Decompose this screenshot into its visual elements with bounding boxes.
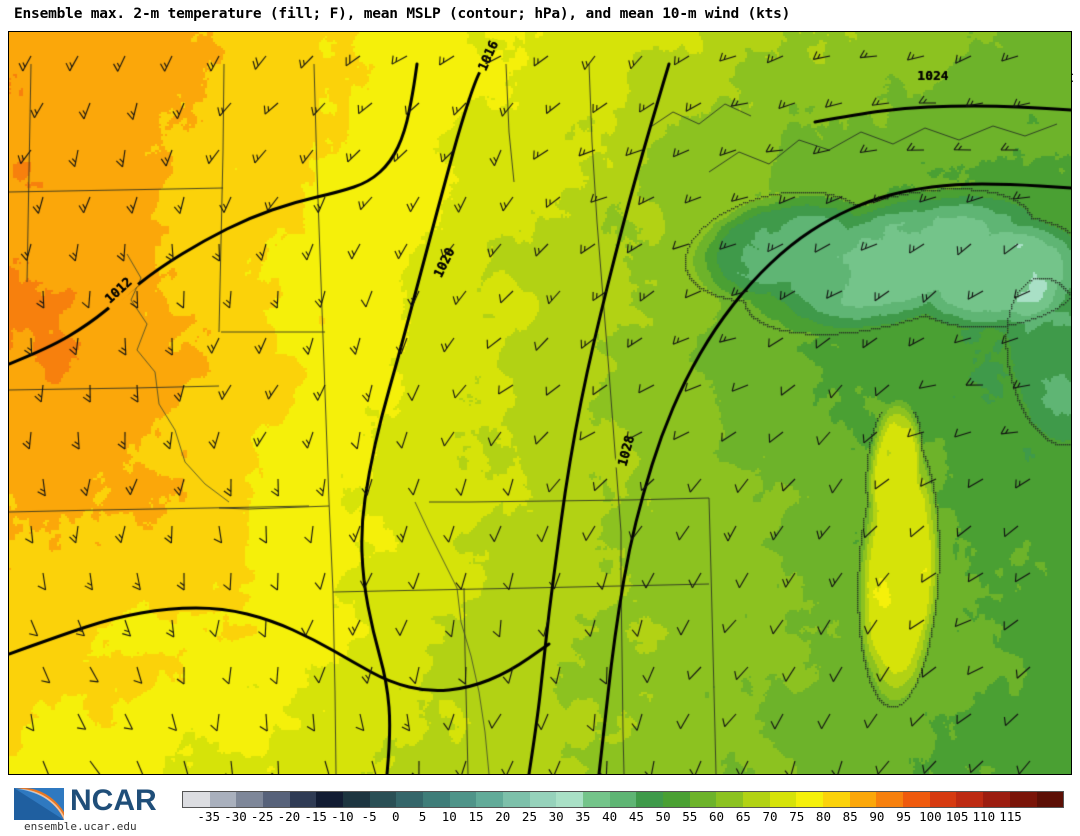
colorbar-swatch bbox=[823, 792, 850, 807]
colorbar-swatch bbox=[929, 792, 957, 807]
colorbar-swatch bbox=[876, 792, 904, 807]
colorbar-swatch bbox=[423, 792, 450, 807]
colorbar-tick: 5 bbox=[418, 809, 427, 824]
colorbar: -35 -30 -25 -20 -15 -10 -5 0 5 10 15 20 25 30 35 40 45 50… bbox=[182, 791, 1064, 831]
colorbar-tick: 20 bbox=[495, 809, 511, 824]
colorbar-tick: 80 bbox=[815, 809, 831, 824]
colorbar-swatch bbox=[503, 792, 530, 807]
colorbar-tick: 50 bbox=[655, 809, 671, 824]
colorbar-tick: 45 bbox=[628, 809, 644, 824]
colorbar-swatch bbox=[396, 792, 424, 807]
colorbar-swatch bbox=[183, 792, 210, 807]
colorbar-swatch bbox=[636, 792, 664, 807]
colorbar-tick: 85 bbox=[842, 809, 858, 824]
colorbar-tick-labels: -35 -30 -25 -20 -15 -10 -5 0 5 10 15 20 25 30 35 40 45 50… bbox=[182, 809, 1064, 829]
colorbar-tick: 60 bbox=[709, 809, 725, 824]
colorbar-swatch bbox=[369, 792, 397, 807]
ncar-logo: NCAR ensemble.ucar.edu bbox=[8, 782, 168, 833]
colorbar-swatch bbox=[343, 792, 370, 807]
colorbar-tick: 25 bbox=[521, 809, 537, 824]
colorbar-swatch bbox=[796, 792, 824, 807]
colorbar-tick: 15 bbox=[468, 809, 484, 824]
colorbar-swatch bbox=[769, 792, 797, 807]
colorbar-tick: -20 bbox=[277, 809, 301, 824]
colorbar-tick: 95 bbox=[896, 809, 912, 824]
colorbar-swatch bbox=[663, 792, 690, 807]
colorbar-tick: 115 bbox=[999, 809, 1022, 824]
colorbar-tick: 55 bbox=[682, 809, 698, 824]
colorbar-swatch bbox=[743, 792, 770, 807]
colorbar-tick: -10 bbox=[331, 809, 354, 824]
colorbar-swatch bbox=[556, 792, 584, 807]
colorbar-tick: -15 bbox=[304, 809, 327, 824]
colorbar-swatch bbox=[956, 792, 984, 807]
colorbar-swatch bbox=[983, 792, 1010, 807]
colorbar-tick: 40 bbox=[602, 809, 618, 824]
map-canvas[interactable] bbox=[9, 32, 1071, 774]
colorbar-swatch bbox=[529, 792, 557, 807]
colorbar-tick: 70 bbox=[762, 809, 778, 824]
colorbar-swatch bbox=[316, 792, 344, 807]
colorbar-tick: 35 bbox=[575, 809, 591, 824]
colorbar-swatch bbox=[449, 792, 477, 807]
colorbar-tick: 110 bbox=[972, 809, 996, 824]
colorbar-tick: 0 bbox=[392, 809, 400, 824]
map-panel[interactable] bbox=[8, 31, 1072, 775]
footer-bar: NCAR ensemble.ucar.edu -35 -30 -25 -20 -15 -1… bbox=[0, 778, 1080, 834]
colorbar-tick: 100 bbox=[919, 809, 942, 824]
colorbar-tick: -5 bbox=[361, 809, 377, 824]
colorbar-swatch bbox=[1036, 792, 1064, 807]
colorbar-swatch bbox=[263, 792, 290, 807]
colorbar-swatch bbox=[289, 792, 317, 807]
colorbar-swatch bbox=[689, 792, 717, 807]
colorbar-swatches bbox=[182, 791, 1064, 808]
ncar-logo-mark-icon bbox=[14, 788, 64, 820]
colorbar-swatch bbox=[849, 792, 877, 807]
colorbar-tick: 105 bbox=[945, 809, 969, 824]
colorbar-tick: -30 bbox=[224, 809, 247, 824]
colorbar-tick: 75 bbox=[789, 809, 805, 824]
colorbar-tick: 90 bbox=[869, 809, 885, 824]
colorbar-swatch bbox=[1009, 792, 1037, 807]
colorbar-swatch bbox=[209, 792, 237, 807]
ncar-url-label: ensemble.ucar.edu bbox=[24, 820, 137, 833]
colorbar-swatch bbox=[716, 792, 744, 807]
colorbar-tick: -35 bbox=[197, 809, 221, 824]
colorbar-tick: 65 bbox=[735, 809, 751, 824]
colorbar-swatch bbox=[609, 792, 637, 807]
colorbar-swatch bbox=[476, 792, 504, 807]
ncar-wordmark: NCAR bbox=[70, 784, 157, 817]
page-title: Ensemble max. 2-m temperature (fill; F),… bbox=[14, 6, 791, 22]
colorbar-tick: -25 bbox=[250, 809, 274, 824]
colorbar-swatch bbox=[236, 792, 264, 807]
colorbar-tick: 30 bbox=[548, 809, 564, 824]
colorbar-tick: 10 bbox=[441, 809, 457, 824]
colorbar-swatch bbox=[903, 792, 930, 807]
colorbar-swatch bbox=[583, 792, 610, 807]
